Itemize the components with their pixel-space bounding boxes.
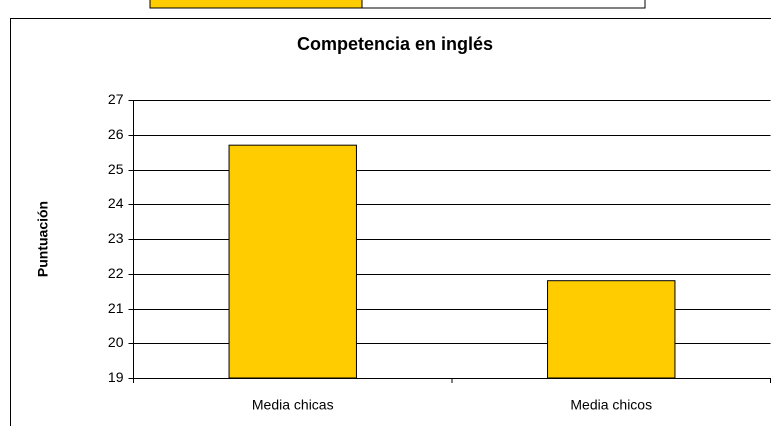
bar: [547, 280, 676, 379]
y-tick-label: 24: [108, 195, 124, 211]
y-tick-label: 20: [108, 334, 124, 350]
y-axis-label: Puntuación: [35, 201, 51, 277]
legend-box: [361, 0, 646, 9]
x-tick-label: Media chicos: [570, 397, 652, 413]
y-tick-label: 23: [108, 230, 124, 246]
chart-title: Competencia en inglés: [297, 34, 493, 54]
y-tick-label: 27: [108, 91, 124, 107]
y-tick-label: 25: [108, 161, 124, 177]
y-tick-label: 22: [108, 265, 124, 281]
y-tick-label: 19: [108, 369, 124, 385]
legend-box-color: [149, 0, 363, 9]
y-tick-label: 21: [108, 300, 124, 316]
x-tick-label: Media chicas: [252, 397, 334, 413]
bar: [228, 144, 357, 379]
chart-frame: [10, 18, 771, 426]
y-tick-label: 26: [108, 126, 124, 142]
